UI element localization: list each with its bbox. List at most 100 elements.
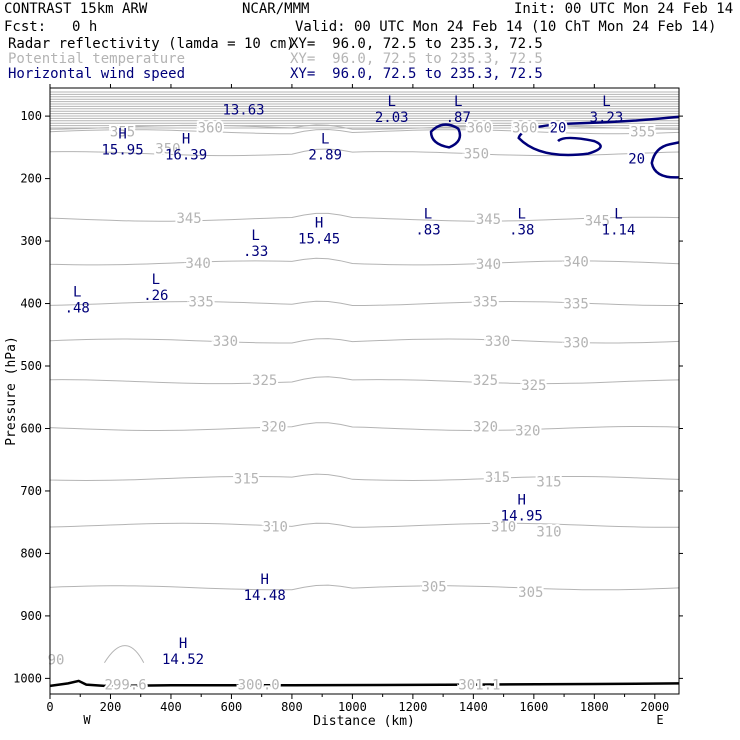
theta-upper-isentrope: [49, 105, 680, 108]
theta-contour-label: 325: [473, 373, 498, 389]
theta-contour-label: 340: [476, 257, 501, 273]
theta-upper-isentrope: [49, 120, 680, 122]
theta-contour-360: [49, 124, 680, 130]
theta-upper-isentrope: [49, 96, 680, 98]
theta-contour-label: 345: [476, 212, 501, 228]
field-wind-name: Horizontal wind speed: [8, 66, 186, 82]
theta-contour-label: 315: [485, 470, 510, 486]
forecast-label: Fcst:: [4, 19, 47, 35]
theta-upper-isentrope: [49, 93, 680, 96]
theta-contour-label: 345: [585, 213, 610, 229]
theta-contour-label: 335: [564, 297, 589, 313]
plot-frame: [49, 87, 680, 695]
extremum-type: L: [454, 94, 462, 110]
theta-contour-label: 305: [518, 585, 543, 601]
y-tick-label: 600: [20, 421, 42, 435]
extremum-value: 1.14: [602, 222, 636, 238]
theta-contour-label: 320: [473, 420, 498, 436]
x-tick-label: 400: [160, 700, 182, 714]
theta-upper-isentrope: [49, 91, 680, 93]
theta-contour-label: 310: [263, 520, 288, 536]
theta-contour-label: 335: [473, 295, 498, 311]
y-tick-label: 1000: [13, 671, 42, 685]
y-tick-label: 400: [20, 297, 42, 311]
extremum-value: 2.89: [308, 147, 342, 163]
wind-contour-east: [650, 141, 680, 179]
theta-upper-isentrope: [49, 117, 680, 120]
theta-contour-label: 360: [198, 120, 223, 136]
extremum-type: H: [260, 572, 268, 588]
theta-contour-340: [49, 257, 680, 266]
x-tick-label: 1200: [398, 700, 427, 714]
wind-contour-label: 20: [550, 120, 567, 136]
extremum-value: 15.95: [101, 142, 143, 158]
theta-upper-isentrope: [49, 125, 680, 127]
theta-surface-bump: [104, 645, 145, 664]
theta-upper-isentrope: [49, 108, 680, 110]
theta-contour-310: [49, 522, 679, 528]
extremum-value: .87: [446, 110, 471, 126]
model-title: CONTRAST 15km ARW: [4, 1, 148, 17]
extremum-value: 3.23: [590, 110, 624, 126]
field-reflectivity-xy: XY= 96.0, 72.5 to 235.3, 72.5: [290, 36, 543, 52]
extremum-type: L: [602, 94, 610, 110]
west-label: W: [83, 713, 91, 727]
theta-contour-label: 340: [186, 256, 211, 272]
field-theta-name: Potential temperature: [8, 51, 186, 67]
field-reflectivity-name: Radar reflectivity (lamda = 10 cm): [8, 36, 295, 52]
theta-contour-345: [49, 212, 680, 222]
x-tick-label: 1800: [580, 700, 609, 714]
theta-surface-label: 299.6: [105, 678, 147, 694]
extremum-type: L: [614, 206, 622, 222]
theta-upper-isentrope: [49, 113, 680, 115]
x-tick-label: 1000: [338, 700, 367, 714]
theta-upper-isentrope: [49, 101, 680, 103]
extremum-type: H: [182, 131, 190, 147]
extremum-type: H: [179, 636, 187, 652]
extremum-type: L: [152, 272, 160, 288]
extremum-value: .48: [65, 300, 90, 316]
theta-contour-label: 330: [564, 335, 589, 351]
x-tick-label: 1600: [519, 700, 548, 714]
y-axis-label: Pressure (hPa): [4, 336, 19, 446]
theta-contour-330: [49, 338, 680, 344]
theta-surface-label: 301.1: [458, 678, 500, 694]
theta-contour-315: [49, 473, 680, 482]
theta-contour-label: 355: [110, 125, 135, 141]
theta-contour-label: 315: [234, 471, 259, 487]
theta-contour-label: 350: [464, 147, 489, 163]
theta-contour-label: 330: [485, 334, 510, 350]
theta-contour-335: [49, 300, 679, 306]
theta-contour-label: 360: [512, 120, 537, 136]
y-tick-label: 900: [20, 609, 42, 623]
extremum-type: L: [321, 131, 329, 147]
theta-upper-isentrope: [49, 127, 680, 129]
theta-contour-label: 325: [252, 373, 277, 389]
y-tick-label: 500: [20, 359, 42, 373]
wind-contour-closed: [429, 123, 462, 149]
extremum-type: H: [118, 126, 126, 142]
extremum-type: H: [518, 492, 526, 508]
theta-contour-label: 320: [515, 423, 540, 439]
theta-upper-isentrope: [49, 103, 680, 105]
extremum-type: L: [424, 206, 432, 222]
theta-contour-label: 350: [155, 142, 180, 158]
theta-contour-label: 345: [176, 211, 201, 227]
organization: NCAR/MMM: [242, 1, 310, 17]
wind-contour-jet: [517, 115, 680, 157]
extremum-value: 14.95: [501, 508, 543, 524]
extremum-type: L: [518, 206, 526, 222]
init-time: Init: 00 UTC Mon 24 Feb 14: [514, 1, 734, 17]
theta-contour-label: 320: [261, 420, 286, 436]
wind-contour-label: 20: [628, 152, 645, 168]
x-tick-label: 1400: [459, 700, 488, 714]
x-axis-label: Distance (km): [313, 714, 415, 729]
y-tick-label: 300: [20, 234, 42, 248]
theta-contour-355: [49, 128, 680, 135]
extremum-value: .26: [143, 288, 168, 304]
theta-contour-label: 315: [536, 475, 561, 491]
theta-upper-isentrope: [49, 110, 680, 113]
theta-contour-label: 355: [630, 125, 655, 141]
y-tick-label: 200: [20, 172, 42, 186]
